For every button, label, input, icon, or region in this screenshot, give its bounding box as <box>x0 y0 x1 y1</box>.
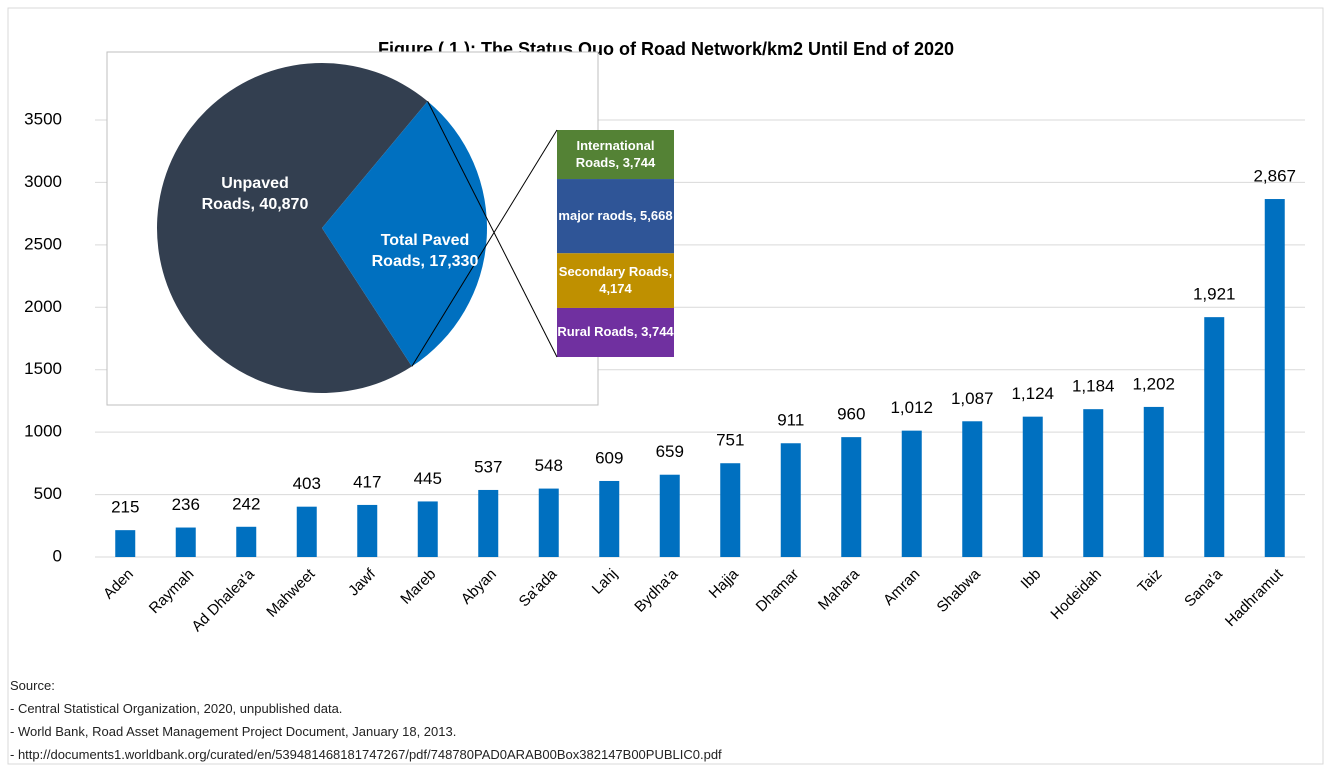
source-note: - http://documents1.worldbank.org/curate… <box>10 747 722 762</box>
x-tick-label: Aden <box>100 566 137 603</box>
column-segment <box>557 130 674 180</box>
bar <box>659 474 680 557</box>
bar <box>357 504 378 557</box>
data-label: 960 <box>837 405 865 424</box>
data-label: 1,202 <box>1132 374 1175 393</box>
source-note: Source: <box>10 678 55 693</box>
data-label: 1,012 <box>890 398 933 417</box>
bar <box>901 430 922 557</box>
bar <box>115 530 136 557</box>
pie-slice <box>157 62 428 393</box>
source-note: - World Bank, Road Asset Management Proj… <box>10 724 457 739</box>
chart-border <box>7 7 1324 765</box>
data-label: 548 <box>535 456 563 475</box>
x-tick-label: Amran <box>880 566 923 609</box>
x-tick-label: Mahweet <box>263 565 319 621</box>
connector <box>427 101 558 358</box>
column-segment <box>557 179 674 254</box>
x-tick-label: Hajja <box>706 565 743 602</box>
data-label: 1,921 <box>1193 285 1236 304</box>
data-label: 537 <box>474 457 502 476</box>
x-tick-label: Raymah <box>146 566 198 618</box>
data-label: 215 <box>111 498 139 517</box>
bar <box>962 421 983 557</box>
x-tick-label: Ad Dhalea'a <box>188 565 258 635</box>
bar <box>478 489 499 557</box>
x-tick-label: Mahara <box>815 565 863 613</box>
data-label: 911 <box>777 411 804 430</box>
bar <box>1143 406 1164 557</box>
bar <box>1083 409 1104 557</box>
pie-label: Unpaved Roads, 40,870 <box>201 175 309 213</box>
column-segment <box>557 307 674 357</box>
y-tick-label: 1000 <box>24 422 62 441</box>
y-tick-label: 1500 <box>24 359 62 378</box>
bar <box>296 506 317 557</box>
x-tick-label: Jawf <box>345 565 379 599</box>
bar <box>1264 199 1285 557</box>
data-label: 417 <box>353 472 381 491</box>
pie-label: Total Paved Roads, 17,330 <box>371 232 479 270</box>
x-tick-label: Dhamar <box>753 566 803 616</box>
y-tick-label: 3000 <box>24 172 62 191</box>
bar <box>1204 317 1225 557</box>
data-label: 1,087 <box>951 389 994 408</box>
y-tick-label: 2000 <box>24 297 62 316</box>
x-tick-label: Hadhramut <box>1222 565 1287 630</box>
x-tick-label: Hodeidah <box>1047 566 1104 623</box>
data-label: 609 <box>595 448 623 467</box>
bar <box>175 527 196 557</box>
segment-label: Secondary Roads, 4,174 <box>558 263 673 296</box>
x-tick-label: Taiz <box>1134 566 1165 597</box>
data-label: 1,184 <box>1072 377 1115 396</box>
data-label: 242 <box>232 494 260 513</box>
y-tick-label: 500 <box>34 484 62 503</box>
y-tick-label: 3500 <box>24 109 62 128</box>
x-tick-label: Abyan <box>458 566 500 608</box>
source-note: - Central Statistical Organization, 2020… <box>10 701 343 716</box>
segment-label: major raods, 5,668 <box>558 207 673 223</box>
data-label: 445 <box>414 469 442 488</box>
x-tick-label: Sa'ada <box>516 565 561 610</box>
y-tick-label: 0 <box>53 546 62 565</box>
column-segment <box>557 253 674 308</box>
connector <box>411 129 558 367</box>
data-label: 2,867 <box>1253 167 1296 186</box>
segment-label: International Roads, 3,744 <box>575 137 656 170</box>
bar <box>720 463 741 557</box>
bar <box>841 437 862 557</box>
x-tick-label: Shabwa <box>934 565 985 616</box>
bar <box>599 480 620 557</box>
bar <box>417 501 438 557</box>
bar <box>538 488 559 557</box>
y-tick-label: 2500 <box>24 234 62 253</box>
bar <box>1022 416 1043 557</box>
bar <box>780 443 801 557</box>
bar <box>236 526 257 557</box>
data-label: 236 <box>172 495 200 514</box>
x-tick-label: Ibb <box>1018 566 1045 593</box>
x-tick-label: Sana'a <box>1181 565 1226 610</box>
data-label: 1,124 <box>1011 384 1054 403</box>
x-tick-label: Mareb <box>397 566 439 608</box>
data-label: 751 <box>716 431 744 450</box>
pie-slice <box>322 101 488 367</box>
x-tick-label: Bydha'a <box>631 565 681 615</box>
x-tick-label: Lahj <box>589 566 621 598</box>
data-label: 403 <box>293 474 321 493</box>
segment-label: Rural Roads, 3,744 <box>557 324 674 340</box>
data-label: 659 <box>656 442 684 461</box>
